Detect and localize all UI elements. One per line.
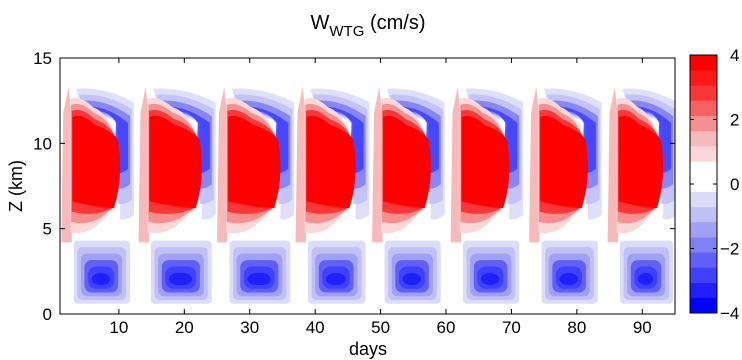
x-axis: 10 20 30 40 50 60 70 80 90: [109, 58, 652, 337]
cycle-8: [607, 87, 675, 304]
updraft-core-level: [540, 115, 588, 209]
colorbar-tick-label: 0: [730, 175, 739, 194]
lower-downdraft-level: [638, 273, 654, 285]
lower-downdraft-level: [402, 273, 421, 285]
precursor-updraft: [138, 87, 149, 243]
colorbar-segment: [690, 267, 717, 283]
updraft-core-level: [461, 115, 510, 209]
x-tick-label: 20: [175, 318, 194, 337]
title-main: W: [311, 12, 330, 34]
colorbar-segment: [690, 161, 717, 177]
updraft-core-level: [149, 115, 202, 209]
cycle-3: [217, 87, 295, 304]
x-tick-label: 90: [633, 318, 652, 337]
x-tick-label: 70: [502, 318, 521, 337]
colorbar-segment: [690, 206, 717, 223]
colorbar-tick-label: 2: [730, 111, 739, 130]
x-tick-label: 80: [567, 318, 586, 337]
title-unit: (cm/s): [364, 12, 425, 34]
updraft-core-level: [228, 115, 281, 209]
colorbar-tick-label: −4: [720, 304, 739, 323]
lower-downdraft-level: [91, 273, 111, 285]
cycle-5: [372, 87, 445, 304]
colorbar-segment: [690, 130, 717, 147]
x-tick-label: 30: [240, 318, 259, 337]
colorbar-segment: [690, 176, 717, 192]
x-axis-label: days: [349, 339, 387, 359]
colorbar-segment: [690, 146, 717, 162]
title-subscript: WTG: [329, 23, 364, 40]
lower-downdraft-level: [247, 273, 271, 285]
y-tick-label: 15: [33, 49, 52, 68]
colorbar-segment: [690, 115, 717, 132]
x-tick-label: 60: [437, 318, 456, 337]
lower-downdraft-level: [168, 273, 192, 285]
precursor-updraft: [607, 87, 619, 243]
precursor-updraft: [217, 87, 228, 243]
lower-downdraft-level: [559, 273, 579, 285]
contour-field: [61, 87, 675, 304]
plot-frame: [59, 57, 676, 315]
precursor-updraft: [450, 87, 462, 243]
cycle-6: [450, 87, 524, 304]
updraft-core-level: [618, 115, 664, 209]
y-tick-label: 0: [43, 305, 52, 324]
updraft-core-level: [306, 115, 356, 209]
precursor-updraft: [529, 87, 540, 243]
colorbar-tick-label: 4: [730, 46, 739, 65]
cycle-4: [295, 87, 370, 304]
updraft-core-level: [383, 115, 431, 209]
y-axis: 0 5 10 15: [33, 49, 675, 324]
lower-downdraft-level: [325, 273, 346, 285]
colorbar-segment: [690, 282, 717, 299]
x-tick-label: 50: [371, 318, 390, 337]
y-tick-label: 10: [33, 134, 52, 153]
colorbar-segment: [690, 55, 717, 71]
colorbar: −4 −2 0 2 4: [689, 46, 739, 323]
cycle-2: [138, 87, 216, 304]
x-tick-label: 10: [109, 318, 128, 337]
precursor-updraft: [372, 87, 383, 243]
colorbar-segment: [690, 221, 717, 238]
cycle-1: [61, 87, 134, 304]
colorbar-segment: [690, 252, 717, 268]
cycle-7: [529, 87, 602, 304]
colorbar-segment: [690, 237, 717, 253]
lower-downdraft-level: [481, 273, 500, 285]
colorbar-tick-label: −2: [720, 240, 739, 259]
colorbar-segment: [690, 297, 717, 314]
chart-title: WWTG (cm/s): [311, 12, 426, 40]
y-axis-label: Z (km): [6, 160, 26, 212]
x-tick-label: 40: [306, 318, 325, 337]
precursor-updraft: [61, 87, 72, 243]
precursor-updraft: [295, 87, 306, 243]
colorbar-segment: [690, 70, 717, 86]
colorbar-segment: [690, 85, 717, 101]
colorbar-segment: [690, 191, 717, 208]
y-tick-label: 5: [43, 220, 52, 239]
updraft-core-level: [72, 115, 121, 209]
colorbar-segment: [690, 100, 717, 117]
